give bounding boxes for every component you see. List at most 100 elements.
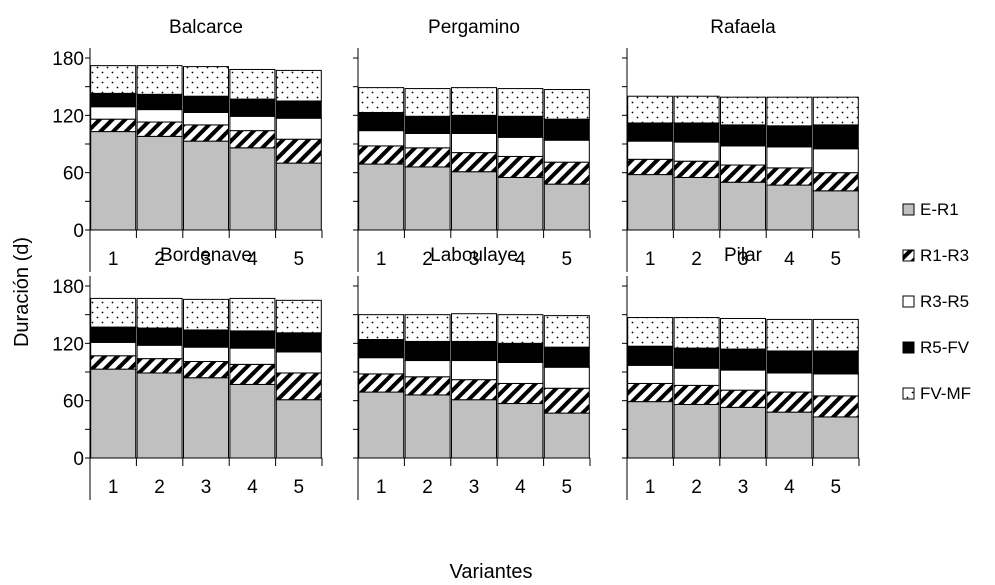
bar-pilar-fv-mf-3 [720,317,766,350]
bar-bordenave-r1-r3-1 [90,355,137,370]
bar-balcarce-r5-fv-3 [183,95,229,113]
bar-rafaela-r3-r5-2 [673,141,720,162]
x-tick-laboulaye-5: 5 [562,477,573,498]
bar-laboulaye-r1-r3-2 [404,376,451,396]
bar-pergamino-e-r1-2 [404,166,451,231]
bar-pergamino-e-r1-3 [451,171,497,231]
y-tick-label-bordenave-60: 60 [63,392,84,413]
bar-pilar-e-r1-2 [673,403,720,459]
bar-pilar-r3-r5-2 [673,367,720,386]
bar-laboulaye-r3-r5-4 [497,361,544,384]
bar-bordenave-r3-r5-4 [229,347,276,365]
legend-label-fv-mf: FV-MF [920,384,971,403]
bar-balcarce-e-r1-5 [275,162,322,231]
bar-balcarce-fv-mf-2 [136,65,183,95]
bar-balcarce-r5-fv-5 [275,100,322,119]
x-tick-rafaela-4: 4 [784,249,795,270]
bar-pergamino-r3-r5-4 [497,136,544,157]
panel-title-bordenave: Bordenave [160,245,252,266]
bar-rafaela-fv-mf-5 [812,96,859,126]
x-tick-pergamino-1: 1 [376,249,387,270]
bar-rafaela-fv-mf-3 [720,96,766,126]
bar-bordenave-r5-fv-1 [90,326,137,343]
bar-pilar-r1-r3-2 [673,384,720,405]
bar-pilar-r3-r5-1 [627,364,674,384]
bar-rafaela-fv-mf-2 [673,95,720,124]
bar-pilar-fv-mf-4 [766,318,813,352]
x-tick-rafaela-1: 1 [645,249,656,270]
bar-rafaela-r5-fv-4 [766,125,813,148]
bar-balcarce-fv-mf-4 [229,68,276,100]
bar-rafaela-e-r1-4 [766,184,813,231]
bar-bordenave-e-r1-1 [90,368,137,459]
bar-bordenave-e-r1-5 [275,399,322,459]
bar-pergamino-r1-r3-3 [451,152,497,173]
bar-pergamino-r3-r5-5 [543,139,590,163]
bar-pilar-r5-fv-4 [766,350,813,374]
y-tick-label-balcarce-0: 0 [73,221,84,242]
bar-pergamino-r5-fv-1 [358,111,405,132]
bar-balcarce-r5-fv-4 [229,98,276,117]
x-tick-bordenave-1: 1 [108,477,119,498]
x-tick-laboulaye-3: 3 [469,477,480,498]
bar-pergamino-fv-mf-2 [404,88,451,117]
bar-pergamino-fv-mf-4 [497,88,544,117]
bar-pergamino-r5-fv-2 [404,115,451,134]
bar-bordenave-r3-r5-2 [136,344,183,360]
y-axis-label: Duración (d) [11,237,33,347]
bar-laboulaye-r1-r3-5 [543,387,590,414]
panel-rafaela: Rafaela 1 2 3 4 5 [622,17,860,272]
x-tick-pilar-4: 4 [784,477,795,498]
bar-bordenave-r1-r3-5 [275,372,322,401]
bar-pergamino-r1-r3-1 [358,145,405,165]
bar-balcarce-e-r1-4 [229,147,276,231]
bar-pilar-r3-r5-4 [766,372,813,393]
bar-balcarce-r3-r5-4 [229,115,276,132]
bar-balcarce-r1-r3-4 [229,130,276,149]
panel-title-rafaela: Rafaela [710,17,776,38]
x-tick-bordenave-2: 2 [154,477,165,498]
bar-balcarce-r1-r3-1 [90,118,137,133]
panel-title-laboulaye: Laboulaye [430,245,518,266]
bar-laboulaye-r3-r5-2 [404,360,451,378]
legend-swatch-r3-r5 [902,295,915,308]
bar-rafaela-e-r1-5 [812,190,859,231]
bar-bordenave-r3-r5-3 [183,346,229,362]
bar-laboulaye-r5-fv-3 [451,340,497,362]
bar-pilar-e-r1-3 [720,406,766,459]
bar-balcarce-r5-fv-1 [90,92,137,108]
y-tick-label-balcarce-180: 180 [52,49,84,70]
panel-balcarce: Balcarce 1 2 3 4 5 0 60 120 180 [52,17,323,272]
bar-rafaela-e-r1-1 [627,174,674,231]
panel-title-balcarce: Balcarce [169,17,243,38]
x-axis-label: Variantes [449,561,532,583]
x-tick-balcarce-4: 4 [247,249,258,270]
bar-rafaela-r5-fv-1 [627,122,674,142]
bar-balcarce-r1-r3-3 [183,124,229,142]
bar-pilar-r5-fv-1 [627,345,674,366]
bar-laboulaye-fv-mf-5 [543,315,590,348]
bar-laboulaye-r1-r3-1 [358,373,405,393]
bar-pergamino-e-r1-4 [497,176,544,231]
bar-laboulaye-e-r1-3 [451,399,497,459]
x-tick-bordenave-3: 3 [201,477,212,498]
bar-pilar-e-r1-4 [766,411,813,459]
bar-balcarce-r3-r5-1 [90,106,137,120]
bar-bordenave-r5-fv-2 [136,327,183,346]
bar-bordenave-e-r1-4 [229,383,276,459]
bar-pergamino-r1-r3-4 [497,155,544,178]
bar-rafaela-fv-mf-1 [627,95,674,124]
x-tick-pergamino-5: 5 [562,249,573,270]
bar-bordenave-r5-fv-5 [275,332,322,353]
bar-laboulaye-r5-fv-5 [543,346,590,368]
panel-pergamino: Pergamino 1 2 3 4 5 [353,17,591,272]
bar-rafaela-e-r1-2 [673,176,720,231]
bar-balcarce-e-r1-2 [136,135,183,231]
x-tick-balcarce-1: 1 [108,249,119,270]
bar-laboulaye-r1-r3-4 [497,382,544,405]
bar-rafaela-r1-r3-1 [627,158,674,176]
legend-swatch-e-r1 [902,203,915,216]
bar-balcarce-r3-r5-2 [136,109,183,123]
